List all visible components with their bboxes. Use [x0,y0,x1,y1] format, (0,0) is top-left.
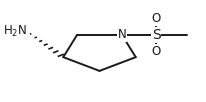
Text: S: S [152,28,160,42]
Text: H$_2$N: H$_2$N [3,24,27,39]
Text: N: N [117,28,126,41]
Text: O: O [151,12,161,25]
Text: O: O [151,45,161,58]
